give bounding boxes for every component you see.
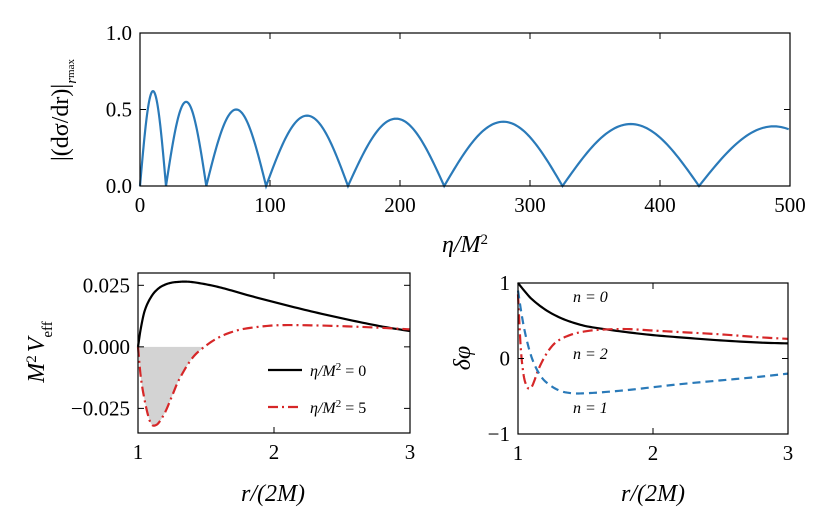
bottom-right-ytick-label: 0	[500, 347, 511, 371]
bottom-left-ytick-label: 0.025	[83, 273, 130, 297]
legend: η/M2 = 0 η/M2 = 5	[268, 361, 366, 417]
top-xtick-label: 300	[514, 193, 546, 217]
top-ytick-label: 0.5	[106, 98, 132, 122]
top-oscillation-curve	[138, 89, 790, 190]
series-n0-curve	[517, 282, 789, 345]
bottom-right-x-axis-label: r/(2M)	[621, 481, 685, 507]
annotation-n0: n = 0	[573, 289, 608, 306]
series-eta-0-curve	[136, 280, 411, 348]
bottom-left-ytick-label: −0.025	[71, 396, 130, 420]
bottom-right-y-axis-label: δφ	[450, 346, 476, 370]
bottom-right-xtick-label: 1	[513, 441, 524, 465]
top-y-axis-label: |(dσ/dr)|rmax	[48, 59, 80, 161]
bottom-left-panel: 1 2 3 −0.025 0.000 0.025 η/M2 = 0 η/M2 = 5 M2…	[24, 272, 415, 507]
bottom-right-panel: 1 2 3 −1 0 1 n = 0 n = 2 n = 1 δφ r/(2M)	[450, 271, 793, 507]
legend-label-eta-5: η/M2 = 5	[310, 398, 366, 417]
bottom-right-xtick-label: 3	[783, 441, 794, 465]
bottom-right-ytick-label: −1	[488, 422, 510, 446]
bottom-left-ytick-label: 0.000	[83, 335, 130, 359]
top-xtick-label: 400	[644, 193, 676, 217]
bottom-right-frame	[517, 282, 789, 435]
bottom-right-ytick-label: 1	[500, 271, 511, 295]
top-xtick-label: 0	[135, 193, 146, 217]
annotation-n2: n = 2	[573, 346, 608, 363]
top-xtick-label: 100	[254, 193, 286, 217]
series-eta-5-curve	[136, 323, 411, 427]
top-ytick-label: 0.0	[106, 174, 132, 198]
bottom-left-xtick-label: 2	[269, 440, 280, 464]
series-n2-curve	[516, 294, 789, 390]
bottom-right-xtick-label: 2	[648, 441, 659, 465]
bottom-left-xtick-label: 3	[405, 440, 416, 464]
top-ticks: 0 100 200 300 400 500 0.0 0.5 1.0	[106, 21, 806, 217]
annotation-n1: n = 1	[573, 400, 608, 417]
series-n1-curve	[516, 290, 789, 395]
top-ytick-label: 1.0	[106, 21, 132, 45]
bottom-left-xtick-label: 1	[133, 440, 144, 464]
top-x-axis-label: η/M2	[442, 232, 488, 258]
top-xtick-label: 200	[384, 193, 416, 217]
bottom-left-x-axis-label: r/(2M)	[241, 481, 305, 507]
top-xtick-label: 500	[774, 193, 806, 217]
bottom-left-y-axis-label: M2Veff	[24, 321, 56, 384]
bottom-left-ticks: 1 2 3 −0.025 0.000 0.025	[71, 273, 415, 464]
bottom-right-ticks: 1 2 3 −1 0 1	[488, 271, 794, 465]
legend-label-eta-0: η/M2 = 0	[310, 361, 366, 380]
